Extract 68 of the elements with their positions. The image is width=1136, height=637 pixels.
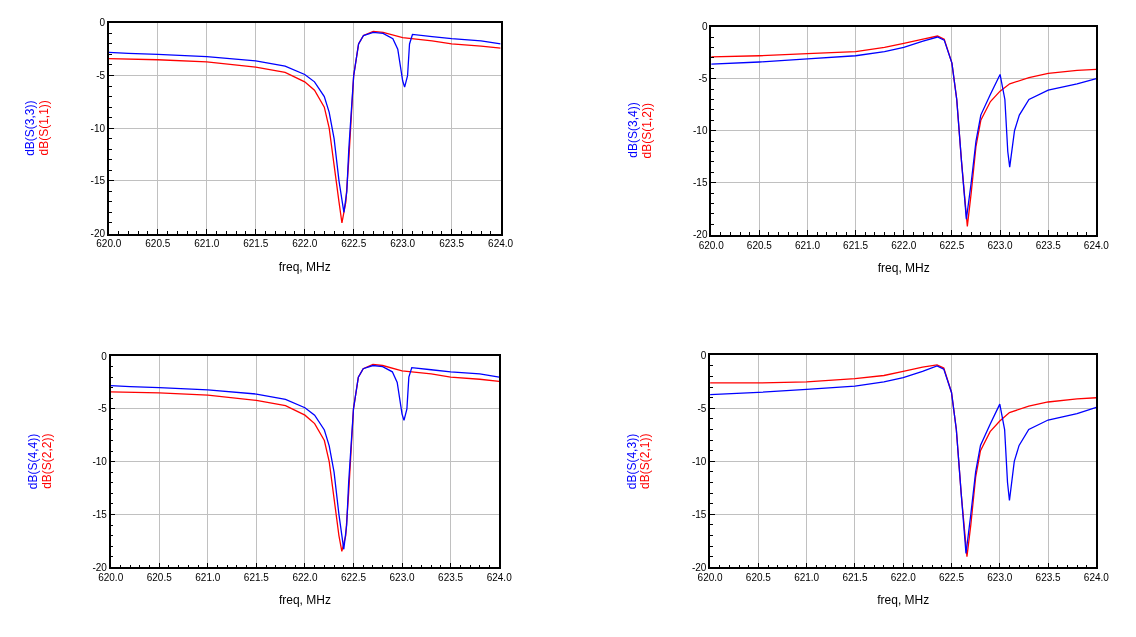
x-tick-label: 623.5 xyxy=(1035,239,1062,251)
text: dB(S(1,1)) xyxy=(37,100,52,156)
x-tick-label: 620.5 xyxy=(146,572,173,583)
x-tick-label: 621.0 xyxy=(794,239,821,251)
x-tick-label: 623.0 xyxy=(389,572,416,583)
x-tick-label: 623.5 xyxy=(438,572,464,583)
y-tick-label: 0 xyxy=(700,349,707,361)
text: dB(S(4,3)) xyxy=(624,433,639,490)
x-tick-label: 622.0 xyxy=(891,239,917,251)
x-tick-label: 621.5 xyxy=(243,572,270,583)
y-tick-label: -5 xyxy=(98,403,108,415)
x-tick-label: 623.0 xyxy=(987,239,1014,251)
y-tick-label: -5 xyxy=(96,70,106,82)
x-tick-label: 622.5 xyxy=(938,572,965,583)
y-tick-label: -20 xyxy=(90,227,106,239)
y-tick-label: 0 xyxy=(701,21,708,33)
x-tick-label: 624.0 xyxy=(486,572,513,583)
x-tick-label: 624.0 xyxy=(1083,239,1110,251)
x-tick-label: 620.0 xyxy=(98,572,124,583)
y-tick-label: -20 xyxy=(92,561,108,573)
x-tick-label: 620.5 xyxy=(745,572,772,583)
x-tick-label: 624.0 xyxy=(488,238,514,250)
y-tick-label: -10 xyxy=(92,456,108,468)
y-tick-label: -20 xyxy=(692,229,708,241)
text: dB(S(3,4)) xyxy=(626,102,641,158)
x-axis-title: freq, MHz xyxy=(877,260,930,275)
y-tick-label: -10 xyxy=(692,125,708,137)
y-tick-label: -15 xyxy=(92,508,108,520)
x-tick-label: 621.0 xyxy=(794,572,820,583)
y-tick-label: -10 xyxy=(90,122,106,134)
text: dB(S(4,4)) xyxy=(25,433,40,490)
x-tick-label: 621.0 xyxy=(194,238,220,250)
y-tick-label: 0 xyxy=(101,350,108,362)
y-tick-label: -20 xyxy=(691,561,707,573)
x-tick-label: 623.5 xyxy=(1035,572,1062,583)
x-tick-label: 624.0 xyxy=(1083,572,1110,583)
text: dB(S(3,3)) xyxy=(23,100,38,156)
y-tick-label: -5 xyxy=(697,402,707,414)
x-tick-label: 622.0 xyxy=(890,572,917,583)
x-tick-label: 621.5 xyxy=(842,572,868,583)
x-tick-label: 622.5 xyxy=(341,238,367,250)
x-axis-title: freq, MHz xyxy=(278,259,331,274)
x-tick-label: 623.0 xyxy=(987,572,1013,583)
text: dB(S(1,2)) xyxy=(640,103,655,159)
x-tick-label: 620.0 xyxy=(697,572,724,583)
y-tick-label: -15 xyxy=(692,177,708,189)
y-tick-label: 0 xyxy=(99,17,106,29)
y-tick-label: -15 xyxy=(90,175,106,187)
x-tick-label: 623.0 xyxy=(390,238,416,250)
x-tick-label: 621.0 xyxy=(195,572,221,583)
x-axis-title: freq, MHz xyxy=(278,593,331,608)
y-tick-label: -10 xyxy=(691,455,707,467)
x-tick-label: 620.5 xyxy=(145,238,171,250)
x-axis-title: freq, MHz xyxy=(877,593,930,608)
x-tick-label: 622.0 xyxy=(292,572,318,583)
x-tick-label: 620.0 xyxy=(96,238,122,250)
x-tick-label: 622.5 xyxy=(939,239,965,251)
y-tick-label: -15 xyxy=(691,508,707,520)
text: dB(S(2,1)) xyxy=(638,433,653,489)
x-tick-label: 622.0 xyxy=(292,238,318,250)
x-tick-label: 621.5 xyxy=(843,239,869,251)
text: dB(S(2,2)) xyxy=(39,433,54,489)
x-tick-label: 623.5 xyxy=(439,238,465,250)
x-tick-label: 620.5 xyxy=(746,239,773,251)
y-tick-label: -5 xyxy=(698,73,708,85)
x-tick-label: 622.5 xyxy=(340,572,367,583)
x-tick-label: 621.5 xyxy=(243,238,269,250)
x-tick-label: 620.0 xyxy=(698,239,725,251)
